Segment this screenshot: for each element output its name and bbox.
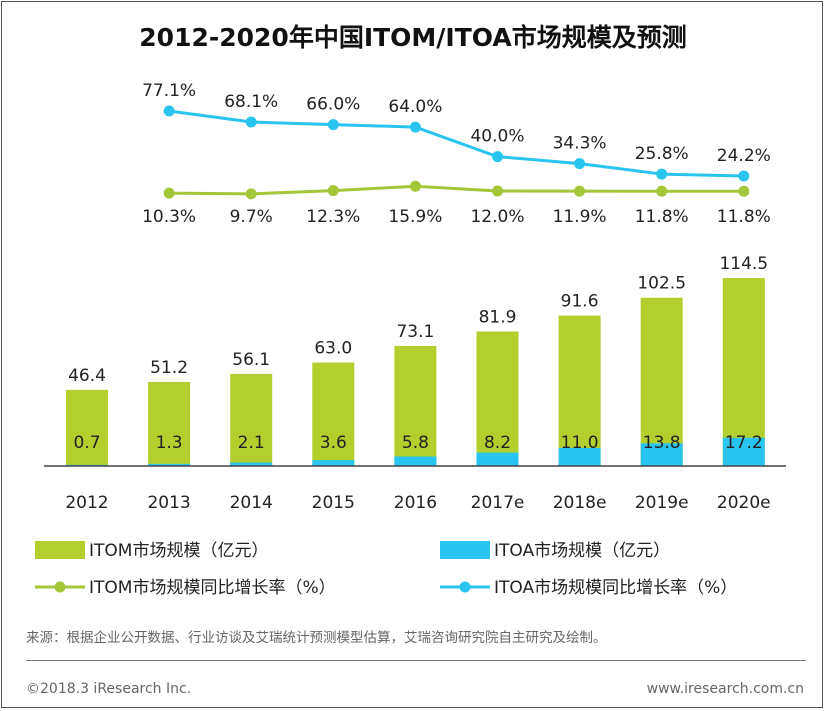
data-label-itom: 102.5 [637, 274, 686, 294]
line-point [738, 185, 750, 197]
line-point [492, 151, 503, 163]
line-point [409, 121, 421, 133]
bar-itoa [394, 456, 437, 466]
growth-label: 11.9% [553, 207, 607, 227]
x-tick-label: 2014 [230, 493, 273, 513]
bar-itoa [230, 462, 273, 466]
legend-swatch [440, 541, 490, 559]
source-note: 来源：根据企业公开数据、行业访谈及艾瑞统计预测模型估算，艾瑞咨询研究院自主研究及… [26, 630, 607, 646]
line-point [492, 185, 503, 197]
growth-label: 11.8% [717, 207, 771, 227]
growth-line [169, 184, 744, 196]
x-tick-label: 2012 [65, 493, 108, 513]
growth-label: 12.0% [470, 207, 524, 227]
line-point [574, 185, 586, 197]
data-label-itom: 91.6 [561, 292, 599, 312]
bar-itoa [312, 460, 355, 466]
data-label-itoa: 17.2 [725, 433, 763, 453]
x-tick-label: 2017e [471, 493, 525, 513]
data-label-itoa: 2.1 [238, 433, 265, 453]
bar-itom [640, 297, 683, 466]
line-point [574, 158, 586, 170]
chart-title: 2012-2020年中国ITOM/ITOA市场规模及预测 [139, 23, 686, 52]
copyright: ©2018.3 iResearch Inc. [26, 681, 192, 697]
line-point [738, 170, 750, 182]
growth-label: 40.0% [470, 127, 524, 147]
bar-itom [230, 373, 273, 466]
legend-marker [459, 581, 471, 593]
bar-itom [394, 345, 437, 466]
bar-itom [148, 381, 191, 466]
line-point [245, 188, 257, 200]
data-label-itom: 56.1 [232, 350, 270, 370]
legend-label: ITOM市场规模（亿元） [89, 541, 268, 561]
divider [26, 660, 806, 661]
legend-swatch [35, 541, 85, 559]
growth-label: 25.8% [635, 144, 689, 164]
data-label-itoa: 8.2 [484, 433, 511, 453]
bar-itoa [148, 463, 191, 466]
bar-itom [312, 362, 355, 466]
data-label-itoa: 13.8 [643, 433, 681, 453]
growth-label: 9.7% [230, 207, 273, 227]
data-label-itom: 46.4 [68, 366, 106, 386]
line-point [409, 180, 421, 192]
data-label-itom: 73.1 [396, 322, 434, 342]
growth-label: 11.8% [635, 207, 689, 227]
bar-itom [476, 331, 519, 466]
x-tick-label: 2013 [147, 493, 190, 513]
growth-label: 68.1% [224, 92, 278, 112]
x-tick-label: 2020e [717, 493, 771, 513]
line-point [656, 168, 668, 180]
data-label-itom: 81.9 [479, 308, 517, 328]
legend-label: ITOM市场规模同比增长率（%） [89, 578, 336, 598]
legend-label: ITOA市场规模（亿元） [494, 541, 670, 561]
x-tick-label: 2018e [553, 493, 607, 513]
data-label-itoa: 3.6 [320, 433, 347, 453]
growth-label: 64.0% [388, 97, 442, 117]
x-tick-label: 2016 [394, 493, 437, 513]
line-point [327, 185, 339, 197]
line-point [656, 185, 668, 197]
growth-label: 34.3% [553, 134, 607, 154]
data-label-itom: 51.2 [150, 358, 188, 378]
line-point [163, 105, 175, 117]
bar-itom [66, 389, 108, 466]
data-label-itoa: 5.8 [402, 433, 429, 453]
growth-label: 10.3% [142, 207, 196, 227]
data-label-itoa: 1.3 [156, 433, 183, 453]
bar-itoa [722, 437, 765, 466]
bar-itoa [476, 452, 519, 466]
line-point [163, 187, 175, 199]
data-label-itom: 63.0 [314, 339, 352, 359]
bar-itoa [640, 443, 683, 466]
bar-itoa [558, 447, 601, 466]
growth-label: 12.3% [306, 207, 360, 227]
growth-line [168, 109, 744, 178]
legend-marker [54, 581, 66, 593]
bar-itom [722, 277, 765, 466]
data-label-itoa: 11.0 [561, 433, 599, 453]
line-point [327, 119, 339, 131]
growth-label: 66.0% [306, 95, 360, 115]
line-point [245, 116, 257, 128]
data-label-itom: 114.5 [719, 254, 768, 274]
growth-label: 24.2% [717, 146, 771, 166]
x-tick-label: 2019e [635, 493, 689, 513]
data-label-itoa: 0.7 [73, 433, 100, 453]
website-url: www.iresearch.com.cn [646, 681, 804, 697]
legend-label: ITOA市场规模同比增长率（%） [494, 578, 737, 598]
bar-itom [558, 315, 601, 466]
growth-label: 77.1% [142, 81, 196, 101]
growth-label: 15.9% [388, 207, 442, 227]
x-tick-label: 2015 [312, 493, 355, 513]
